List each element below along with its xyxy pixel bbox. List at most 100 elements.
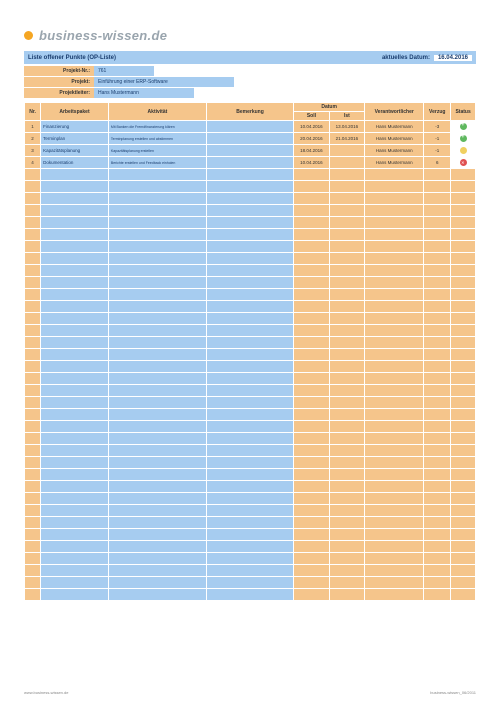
col-soll: Soll xyxy=(294,112,328,120)
table-row-empty xyxy=(25,337,475,348)
table-row-empty xyxy=(25,361,475,372)
current-date-label: aktuelles Datum: xyxy=(382,55,430,61)
title-bar: Liste offener Punkte (OP-Liste) aktuelle… xyxy=(24,51,476,64)
table-row-empty xyxy=(25,277,475,288)
logo: business-wissen.de xyxy=(24,28,476,43)
status-yellow-icon xyxy=(460,147,467,154)
cell-ver: Hans Mustermann xyxy=(365,121,423,132)
meta-label: Projektleiter: xyxy=(24,88,94,98)
cell-ap: Finanzierung xyxy=(41,121,108,132)
table-row-empty xyxy=(25,445,475,456)
status-red-icon xyxy=(460,159,467,166)
cell-status xyxy=(451,157,475,168)
table-row-empty xyxy=(25,493,475,504)
table-row-empty xyxy=(25,325,475,336)
table-row-empty xyxy=(25,205,475,216)
col-datum: Datum xyxy=(294,103,364,111)
cell-ist xyxy=(330,157,364,168)
table-row-empty xyxy=(25,505,475,516)
footer: www.business-wissen.de business-wissen_0… xyxy=(24,690,476,695)
table-row-empty xyxy=(25,169,475,180)
table-row-empty xyxy=(25,349,475,360)
col-ver: Verantwortlicher xyxy=(365,103,423,120)
cell-bem xyxy=(207,157,293,168)
table-row-empty xyxy=(25,565,475,576)
footer-right: business-wissen_06/2011 xyxy=(430,690,476,695)
table-row-empty xyxy=(25,217,475,228)
cell-nr: 2 xyxy=(25,133,40,144)
table-row-empty xyxy=(25,433,475,444)
cell-nr: 4 xyxy=(25,157,40,168)
table-row-empty xyxy=(25,589,475,600)
cell-ap: Kapazitätsplanung xyxy=(41,145,108,156)
table-row: 1 Finanzierung Mit Banken die Fremdfinan… xyxy=(25,121,475,132)
cell-ist: 21.04.2016 xyxy=(330,133,364,144)
table-row-empty xyxy=(25,253,475,264)
table-row-empty xyxy=(25,265,475,276)
cell-akt: Terminplanung erstellen und abstimmen xyxy=(109,133,206,144)
table-row-empty xyxy=(25,241,475,252)
op-list-table: Nr. Arbeitspaket Aktivität Bemerkung Dat… xyxy=(24,102,476,601)
col-nr: Nr. xyxy=(25,103,40,120)
col-ist: Ist xyxy=(330,112,364,120)
table-row-empty xyxy=(25,313,475,324)
cell-soll: 20.04.2016 xyxy=(294,133,328,144)
table-row-empty xyxy=(25,229,475,240)
project-meta: Projekt-Nr.:761Projekt:Einführung einer … xyxy=(24,66,476,98)
table-row-empty xyxy=(25,385,475,396)
cell-bem xyxy=(207,121,293,132)
cell-ver: Hans Mustermann xyxy=(365,157,423,168)
cell-nr: 3 xyxy=(25,145,40,156)
table-row-empty xyxy=(25,421,475,432)
meta-value: 761 xyxy=(94,66,154,76)
cell-ist xyxy=(330,145,364,156)
cell-status xyxy=(451,133,475,144)
table-row-empty xyxy=(25,541,475,552)
cell-nr: 1 xyxy=(25,121,40,132)
table-row-empty xyxy=(25,529,475,540)
cell-ap: Dokumentation xyxy=(41,157,108,168)
col-bem: Bemerkung xyxy=(207,103,293,120)
meta-label: Projekt: xyxy=(24,77,94,87)
col-st: Status xyxy=(451,103,475,120)
current-date-value: 16.04.2016 xyxy=(434,55,472,61)
table-row-empty xyxy=(25,373,475,384)
col-akt: Aktivität xyxy=(109,103,206,120)
status-green-icon xyxy=(460,123,467,130)
table-row-empty xyxy=(25,181,475,192)
table-row-empty xyxy=(25,289,475,300)
cell-ver: Hans Mustermann xyxy=(365,133,423,144)
table-row: 2 Terminplan Terminplanung erstellen und… xyxy=(25,133,475,144)
col-ap: Arbeitspaket xyxy=(41,103,108,120)
meta-value: Hans Mustermann xyxy=(94,88,194,98)
table-row-empty xyxy=(25,517,475,528)
meta-label: Projekt-Nr.: xyxy=(24,66,94,76)
cell-ist: 13.04.2016 xyxy=(330,121,364,132)
table-row-empty xyxy=(25,469,475,480)
logo-dot-icon xyxy=(24,31,33,40)
col-vz: Verzug xyxy=(424,103,450,120)
footer-left: www.business-wissen.de xyxy=(24,690,68,695)
cell-status xyxy=(451,121,475,132)
cell-akt: Berichte erstellen und Feedback einholen xyxy=(109,157,206,168)
table-row-empty xyxy=(25,481,475,492)
table-row-empty xyxy=(25,397,475,408)
table-row-empty xyxy=(25,301,475,312)
table-row-empty xyxy=(25,193,475,204)
cell-bem xyxy=(207,145,293,156)
page-title: Liste offener Punkte (OP-Liste) xyxy=(28,55,116,61)
cell-akt: Mit Banken die Fremdfinanzierung klären xyxy=(109,121,206,132)
table-row: 3 Kapazitätsplanung Kapazitätsplanung er… xyxy=(25,145,475,156)
table-row-empty xyxy=(25,457,475,468)
meta-value: Einführung einer ERP-Software xyxy=(94,77,234,87)
table-row: 4 Dokumentation Berichte erstellen und F… xyxy=(25,157,475,168)
cell-ver: Hans Mustermann xyxy=(365,145,423,156)
cell-akt: Kapazitätsplanung erstellen xyxy=(109,145,206,156)
cell-vz: -1 xyxy=(424,133,450,144)
cell-bem xyxy=(207,133,293,144)
cell-soll: 10.04.2016 xyxy=(294,157,328,168)
cell-vz: -3 xyxy=(424,121,450,132)
cell-status xyxy=(451,145,475,156)
cell-vz: -1 xyxy=(424,145,450,156)
cell-vz: 6 xyxy=(424,157,450,168)
